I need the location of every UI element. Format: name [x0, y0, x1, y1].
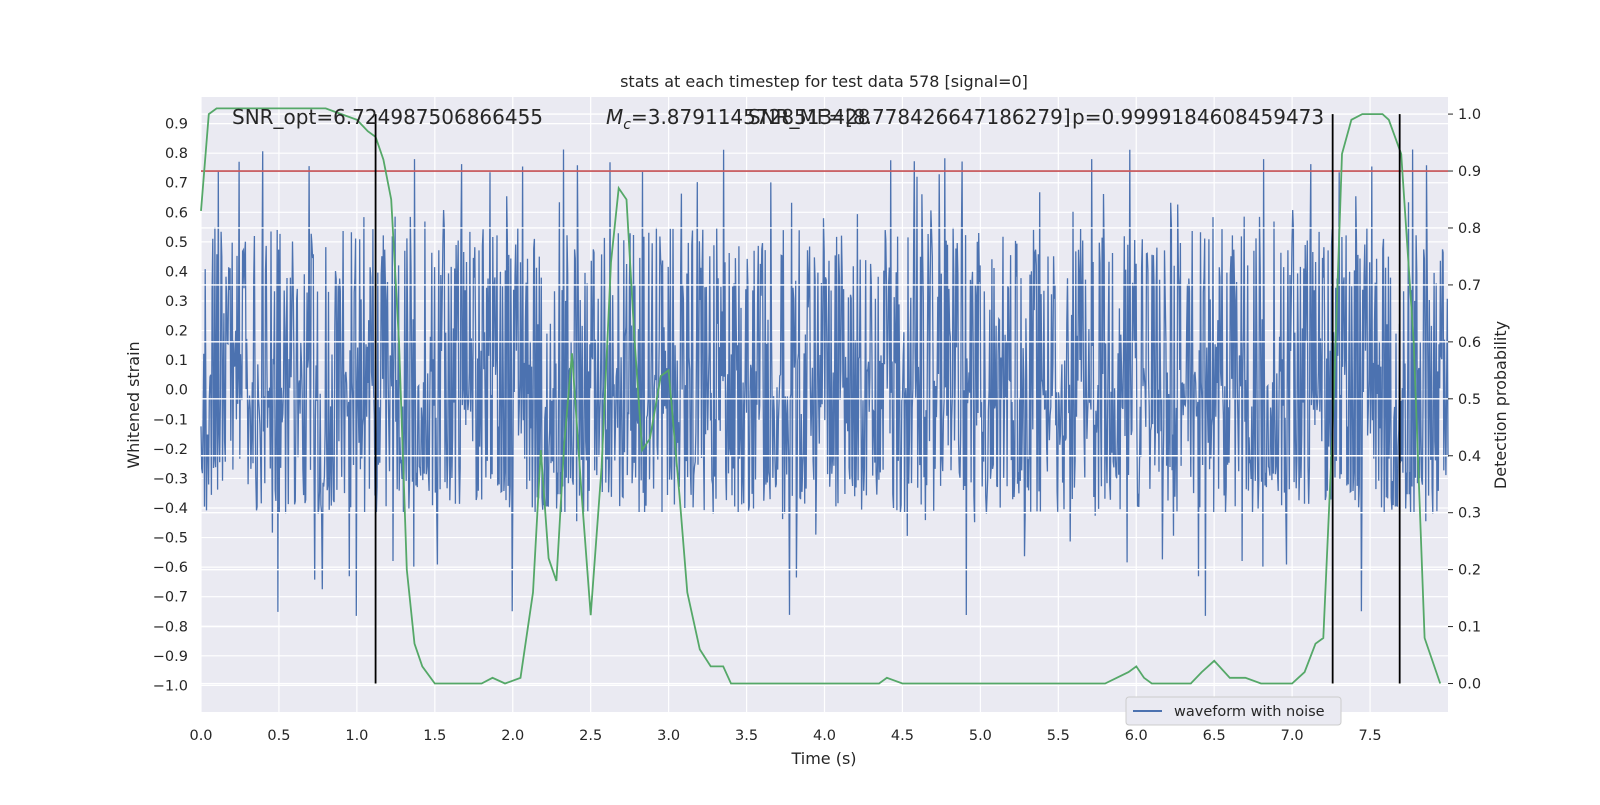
y-tick-label-left: 0.2: [165, 324, 188, 340]
x-tick-label: 4.0: [813, 728, 836, 744]
x-tick-label: 7.0: [1281, 728, 1304, 744]
y-tick-label-right: 0.9: [1458, 164, 1481, 180]
x-tick-label: 3.5: [735, 728, 758, 744]
x-tick-label: 5.5: [1047, 728, 1070, 744]
left-y-ticks: 0.9 0.8 0.7 0.6 0.5 0.4 0.3 0.2 0.1 0.0 −0.1 −0.2 −0…: [153, 117, 188, 695]
y-tick-label-left: −0.2: [153, 442, 188, 458]
y-tick-label-right: 0.7: [1458, 278, 1481, 294]
y-tick-label-right: 0.5: [1458, 392, 1481, 408]
y-axis-label-left: Whitened strain: [124, 341, 143, 468]
y-tick-label-left: −0.3: [153, 471, 188, 487]
x-tick-label: 6.0: [1125, 728, 1148, 744]
x-tick-label: 7.5: [1359, 728, 1382, 744]
y-tick-label-left: −0.5: [153, 531, 188, 547]
detection-probability-series: [200, 107, 1442, 685]
y-tick-label-left: −0.1: [153, 412, 188, 428]
y-tick-label-left: 0.8: [165, 146, 188, 162]
y-tick-label-left: 0.7: [165, 176, 188, 192]
legend-box: [1125, 696, 1342, 726]
y-tick-label-left: 0.1: [165, 353, 188, 369]
y-tick-label-left: −0.9: [153, 649, 188, 665]
y-tick-label-left: −0.7: [153, 590, 188, 606]
annotation-mc-subscript: c: [623, 117, 631, 133]
annotation-snr-mf: SNR_MF=[8.778426647186279]: [748, 105, 1071, 129]
annotation-mc-symbol: M: [606, 105, 623, 129]
y-tick-label-right: 0.6: [1458, 335, 1481, 351]
y-tick-label-left: 0.3: [165, 294, 188, 310]
x-ticks: 0.0 0.5 1.0 1.5 2.0 2.5 3.0 3.5 4.0 4.5 5.0 5.5 6.0 6…: [189, 728, 1381, 744]
x-tick-label: 1.0: [345, 728, 368, 744]
y-tick-label-right: 0.0: [1458, 677, 1481, 693]
y-tick-label-right: 0.2: [1458, 563, 1481, 579]
x-tick-label: 3.0: [657, 728, 680, 744]
x-tick-label: 0.0: [189, 728, 212, 744]
data-layer: [200, 107, 1449, 685]
x-tick-label: 5.0: [969, 728, 992, 744]
legend: waveform with noise: [1125, 696, 1342, 726]
y-tick-label-left: 0.5: [165, 235, 188, 251]
x-tick-label: 4.5: [891, 728, 914, 744]
annotation-snr-opt: SNR_opt=6.724987506866455: [232, 105, 543, 129]
chart-title: stats at each timestep for test data 578…: [620, 72, 1028, 91]
y-tick-label-left: −1.0: [153, 678, 188, 694]
y-tick-label-left: 0.0: [165, 383, 188, 399]
annotation-chirp-mass: Mc=3.8791145728513428: [606, 105, 870, 133]
y-tick-label-left: 0.9: [165, 117, 188, 133]
y-tick-label-left: 0.6: [165, 205, 188, 221]
y-tick-label-right: 0.4: [1458, 449, 1481, 465]
y-tick-label-right: 0.8: [1458, 221, 1481, 237]
annotation-p-value: p=0.9999184608459473: [1072, 105, 1324, 129]
y-tick-label-left: −0.6: [153, 560, 188, 576]
legend-label: waveform with noise: [1174, 704, 1325, 720]
x-axis-label: Time (s): [790, 749, 856, 768]
waveform-series: [200, 149, 1449, 616]
y-tick-label-left: −0.4: [153, 501, 188, 517]
x-tick-label: 1.5: [423, 728, 446, 744]
x-tick-label: 0.5: [267, 728, 290, 744]
y-tick-label-right: 0.1: [1458, 620, 1481, 636]
x-tick-label: 2.5: [579, 728, 602, 744]
y-tick-label-right: 1.0: [1458, 107, 1481, 123]
y-axis-label-right: Detection probability: [1491, 321, 1510, 489]
y-tick-label-left: 0.4: [165, 264, 188, 280]
y-tick-label-left: −0.8: [153, 619, 188, 635]
x-tick-label: 6.5: [1203, 728, 1226, 744]
y-tick-label-right: 0.3: [1458, 506, 1481, 522]
annotation-mc-value: =3.8791145728513428: [631, 105, 870, 129]
right-y-ticks: 1.0 0.9 0.8 0.7 0.6 0.5 0.4 0.3 0.2 0.1 0.0: [1448, 107, 1481, 693]
x-tick-label: 2.0: [501, 728, 524, 744]
